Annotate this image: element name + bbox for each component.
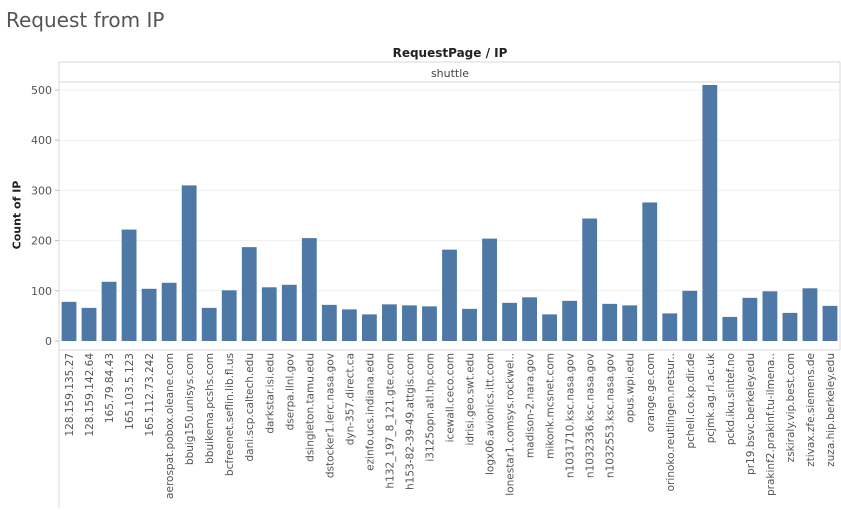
bar[interactable] xyxy=(321,304,337,341)
bars xyxy=(61,85,838,341)
x-tick-label: orange.ge.com xyxy=(645,353,657,432)
bar[interactable] xyxy=(261,287,277,341)
bar[interactable] xyxy=(221,290,237,341)
bar[interactable] xyxy=(602,303,618,341)
bar[interactable] xyxy=(762,291,778,341)
x-tick-label: logx06.avionics.itt.com xyxy=(485,353,497,475)
bar[interactable] xyxy=(742,297,758,341)
bar[interactable] xyxy=(81,307,97,341)
bar[interactable] xyxy=(682,290,698,341)
bar[interactable] xyxy=(542,314,558,341)
y-tick-label: 400 xyxy=(31,134,52,147)
bar[interactable] xyxy=(662,313,678,341)
bar[interactable] xyxy=(402,305,417,341)
x-tick-label: icewall.ceco.com xyxy=(445,353,457,442)
bar[interactable] xyxy=(522,297,538,341)
y-tick-label: 0 xyxy=(45,335,52,348)
y-tick-label: 500 xyxy=(31,84,52,97)
x-tick-label: dstocker1.lerc.nasa.gov xyxy=(324,353,336,478)
bar[interactable] xyxy=(281,284,297,341)
x-tick-label: pchell.co.kp.dir.de xyxy=(685,353,697,449)
bar[interactable] xyxy=(722,316,738,341)
bar[interactable] xyxy=(702,85,718,341)
bar[interactable] xyxy=(201,307,217,341)
x-tick-label: zskiraly.vip.best.com xyxy=(785,353,797,462)
chart-frame xyxy=(58,61,841,508)
x-tick-label: 128.159.142.64 xyxy=(84,353,96,437)
x-tick-label: idrisi.geo.swt.edu xyxy=(465,353,477,446)
y-tick-label: 100 xyxy=(31,285,52,298)
bar[interactable] xyxy=(181,185,197,341)
bar[interactable] xyxy=(822,305,838,341)
x-tick-label: opus.wpi.edu xyxy=(625,353,637,423)
x-tick-label: aerospat.pobox.oleane.com xyxy=(164,353,176,499)
x-tick-label: h153-82-39-49.attgis.com xyxy=(404,353,416,490)
x-tick-label: dsingleton.tamu.edu xyxy=(304,353,316,462)
y-tick-label: 300 xyxy=(31,184,52,197)
bar[interactable] xyxy=(382,304,397,341)
x-tick-label: n1031710.ksc.nasa.gov xyxy=(565,353,577,478)
x-tick-label: bbuig150.unisys.com xyxy=(184,353,196,465)
bar[interactable] xyxy=(642,202,658,341)
x-tick-label: madison-2.nara.gov xyxy=(525,353,537,458)
x-tick-label: dyn-357.direct.ca xyxy=(344,353,356,445)
x-tick-label: dani.scp.caltech.edu xyxy=(244,353,256,462)
sheet-title: Request from IP xyxy=(6,8,165,32)
x-tick-label: dserpa.llnl.gov xyxy=(284,353,296,430)
bar[interactable] xyxy=(61,301,77,341)
x-tick-label: bbuikema.pcshs.com xyxy=(204,353,216,464)
bar[interactable] xyxy=(462,308,477,341)
x-tick-label: mikonk.mcsnet.com xyxy=(545,353,557,459)
bar[interactable] xyxy=(502,302,517,341)
x-tick-label: pr19.bsvc.berkeley.edu xyxy=(745,353,757,475)
bar[interactable] xyxy=(161,282,177,341)
bar[interactable] xyxy=(482,238,497,341)
bar[interactable] xyxy=(121,229,137,341)
x-tick-label: zuza.hip.berkeley.edu xyxy=(825,353,837,467)
x-tick-label: h132_197_8_121.gte.com xyxy=(384,353,396,489)
x-axis: 128.159.135.27 128.159.142.64 165.79.84.43… xyxy=(64,352,837,499)
y-axis: 0 100 200 300 400 500 xyxy=(31,84,59,348)
bar[interactable] xyxy=(442,249,457,341)
x-tick-label: 165.79.84.43 xyxy=(104,353,116,423)
bar[interactable] xyxy=(301,238,317,341)
x-tick-label: pckd.iku.sintef.no xyxy=(725,353,737,445)
y-tick-label: 200 xyxy=(31,235,52,248)
x-tick-label: 165.103.5.123 xyxy=(124,353,136,430)
bar[interactable] xyxy=(782,312,798,341)
bar[interactable] xyxy=(341,309,357,341)
x-tick-label: orinoko.reutlingen.netsur.. xyxy=(665,353,677,491)
x-tick-label: pcjmk.ag.rl.ac.uk xyxy=(705,352,717,443)
x-tick-label: ezinfo.ucs.indiana.edu xyxy=(364,353,376,471)
column-header[interactable]: RequestPage / IP xyxy=(392,46,508,60)
x-tick-label: lonestar1.comsys.rockwel.. xyxy=(505,353,517,496)
bar[interactable] xyxy=(582,218,598,341)
x-tick-label: ztivax.zfe.siemens.de xyxy=(805,353,817,467)
x-tick-label: 165.112.73.242 xyxy=(144,353,156,437)
bar[interactable] xyxy=(361,314,377,341)
x-tick-label: prakinf2.prakinf.tu-ilmena.. xyxy=(765,353,777,496)
pane-header-label: shuttle xyxy=(430,67,470,80)
x-tick-label: n1032336.ksc.nasa.gov xyxy=(585,353,597,478)
bar[interactable] xyxy=(241,247,257,341)
bar[interactable] xyxy=(802,288,818,341)
x-tick-label: bcfreenet.seflin.lib.fl.us xyxy=(224,353,236,476)
bar[interactable] xyxy=(141,288,157,341)
bar[interactable] xyxy=(562,300,578,341)
bar[interactable] xyxy=(422,306,437,341)
x-tick-label: n1032553.ksc.nasa.gov xyxy=(605,353,617,478)
bar[interactable] xyxy=(622,305,638,341)
x-tick-label: i3125opn.atl.hp.com xyxy=(424,353,436,462)
x-tick-label: darkstar.isi.edu xyxy=(264,353,276,434)
x-tick-label: 128.159.135.27 xyxy=(64,353,76,437)
bar[interactable] xyxy=(101,281,117,341)
